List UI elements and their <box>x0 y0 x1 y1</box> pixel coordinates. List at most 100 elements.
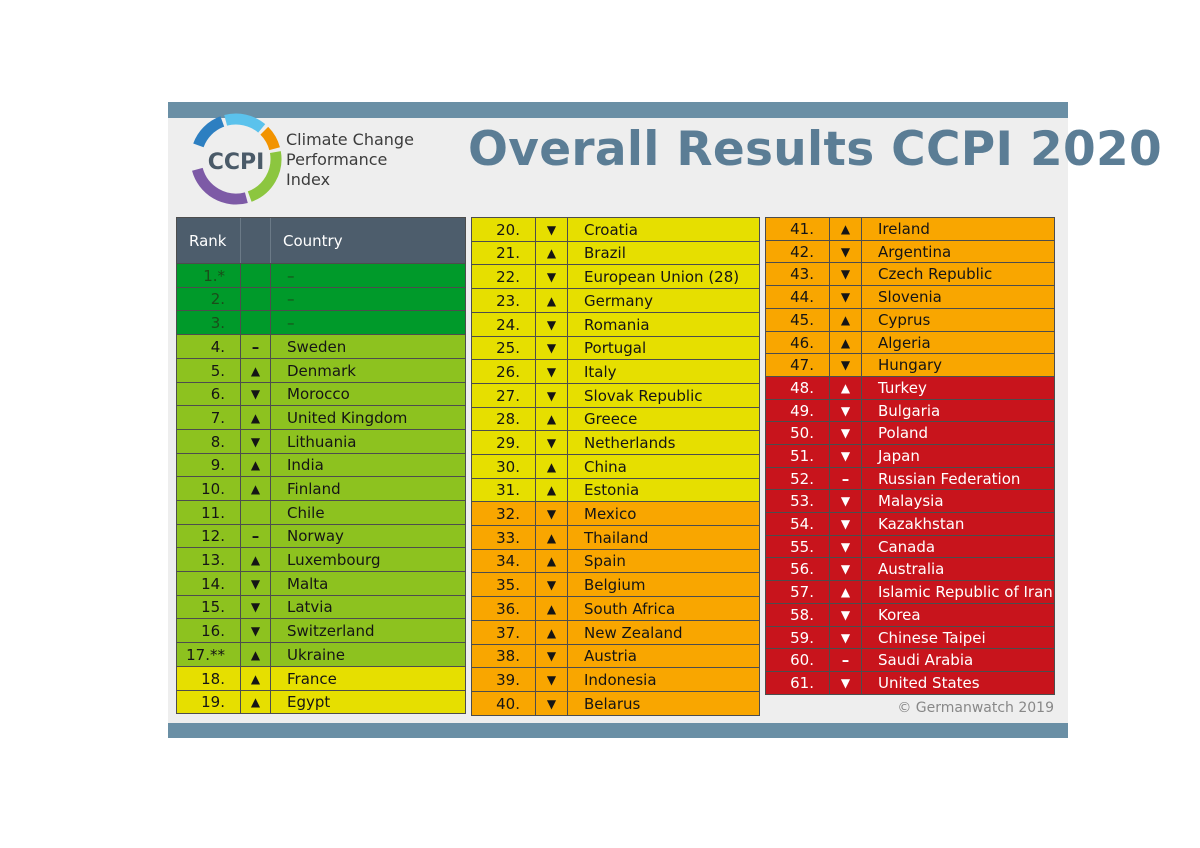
trend-down-icon: ▼ <box>830 672 862 694</box>
top-band <box>168 102 1068 118</box>
trend-up-icon: ▲ <box>830 218 862 240</box>
trend-up-icon: ▲ <box>536 621 568 644</box>
table-row: 39. ▼ Indonesia <box>471 667 760 692</box>
rank-cell: 52. <box>766 468 830 489</box>
rank-cell: 54. <box>766 513 830 535</box>
table-row: 3. – <box>176 310 466 335</box>
rank-cell: 5. <box>177 359 241 382</box>
rank-cell: 51. <box>766 445 830 467</box>
country-cell: Turkey <box>878 379 927 397</box>
table-row: 32. ▼ Mexico <box>471 501 760 526</box>
trend-up-icon: ▲ <box>536 408 568 430</box>
logo-segment-4 <box>247 151 282 202</box>
country-cell: Argentina <box>878 242 952 261</box>
country-cell: Egypt <box>287 693 331 711</box>
country-cell: Germany <box>584 291 653 310</box>
rank-cell: 26. <box>472 360 536 383</box>
trend-down-icon: ▼ <box>830 604 862 626</box>
country-cell: Switzerland <box>287 621 375 640</box>
rank-cell: 36. <box>472 597 536 620</box>
table-row: 14. ▼ Malta <box>176 571 466 596</box>
table-row: 59. ▼ Chinese Taipei <box>765 626 1055 649</box>
rank-cell: 25. <box>472 337 536 359</box>
logo-segment-5 <box>192 167 248 205</box>
rank-cell: 19. <box>177 691 241 713</box>
table-row: 12. – Norway <box>176 524 466 548</box>
rank-cell: 34. <box>472 550 536 572</box>
ccpi-results-card: CCPI Climate Change Performance Index Ov… <box>168 102 1162 738</box>
table-row: 30. ▲ China <box>471 454 760 479</box>
rank-cell: 55. <box>766 536 830 557</box>
rank-cell: 57. <box>766 581 830 603</box>
trend-down-icon: ▼ <box>241 596 271 618</box>
table-row: 24. ▼ Romania <box>471 312 760 337</box>
table-row: 52. – Russian Federation <box>765 467 1055 490</box>
table-row: 47. ▼ Hungary <box>765 353 1055 377</box>
rank-cell: 8. <box>177 430 241 453</box>
rank-cell: 60. <box>766 649 830 671</box>
country-cell: Morocco <box>287 385 350 403</box>
logo-abbr: CCPI <box>208 150 265 175</box>
trend-down-icon: ▼ <box>536 218 568 241</box>
table-row: 17.** ▲ Ukraine <box>176 642 466 667</box>
logo-line-3: Index <box>286 170 331 189</box>
table-row: 8. ▼ Lithuania <box>176 429 466 454</box>
logo-segment-1 <box>193 116 225 148</box>
country-cell: Greece <box>584 410 638 428</box>
rank-cell: 15. <box>177 596 241 618</box>
country-cell: Italy <box>584 362 617 381</box>
table-row: 44. ▼ Slovenia <box>765 285 1055 309</box>
trend-up-icon: ▲ <box>830 309 862 331</box>
table-row: 36. ▲ South Africa <box>471 596 760 621</box>
country-cell: Hungary <box>878 356 943 374</box>
trend-down-icon: ▼ <box>536 645 568 667</box>
rank-cell: 31. <box>472 479 536 501</box>
country-cell: Belgium <box>584 575 646 594</box>
trend-up-icon: ▲ <box>536 526 568 549</box>
table-row: 15. ▼ Latvia <box>176 595 466 619</box>
trend-down-icon: ▼ <box>536 384 568 407</box>
country-cell: Lithuania <box>287 432 357 451</box>
trend-down-icon: ▼ <box>830 490 862 512</box>
page-title: Overall Results CCPI 2020 <box>468 122 1162 177</box>
country-cell: Netherlands <box>584 433 676 452</box>
rank-cell: 1.* <box>177 264 241 287</box>
rank-cell: 7. <box>177 406 241 429</box>
rank-cell: 43. <box>766 263 830 285</box>
rank-cell: 11. <box>177 501 241 524</box>
rank-cell: 48. <box>766 377 830 399</box>
trend-up-icon: ▲ <box>241 667 271 690</box>
rank-cell: 17.** <box>177 643 241 666</box>
trend-down-icon: ▼ <box>830 422 862 444</box>
logo-segment-2 <box>224 113 266 133</box>
table-row: 41. ▲ Ireland <box>765 217 1055 241</box>
country-cell: Poland <box>878 424 929 442</box>
table-row: 28. ▲ Greece <box>471 407 760 431</box>
trend-up-icon: ▲ <box>536 597 568 620</box>
trend-down-icon: ▼ <box>830 627 862 648</box>
rank-cell: 22. <box>472 265 536 288</box>
copyright-note: © Germanwatch 2019 <box>897 700 1054 716</box>
header-rank: Rank <box>177 218 241 263</box>
country-cell: Australia <box>878 560 945 578</box>
country-cell: France <box>287 669 337 688</box>
trend-down-icon: ▼ <box>830 513 862 535</box>
trend-down-icon: ▼ <box>536 265 568 288</box>
trend-up-icon: ▲ <box>241 454 271 476</box>
country-cell: Luxembourg <box>287 550 381 569</box>
trend-none-icon <box>241 264 271 287</box>
country-cell: Romania <box>584 315 650 334</box>
trend-same-icon: – <box>830 649 862 671</box>
country-cell: Korea <box>878 606 921 624</box>
rank-cell: 33. <box>472 526 536 549</box>
ccpi-logo: CCPI <box>192 113 282 205</box>
rank-cell: 38. <box>472 645 536 667</box>
trend-up-icon: ▲ <box>241 406 271 429</box>
rank-cell: 21. <box>472 242 536 264</box>
logo-segment-3 <box>260 126 280 151</box>
rank-cell: 16. <box>177 619 241 642</box>
table-row: 20. ▼ Croatia <box>471 217 760 242</box>
trend-down-icon: ▼ <box>241 430 271 453</box>
table-row: 27. ▼ Slovak Republic <box>471 383 760 408</box>
table-row: 40. ▼ Belarus <box>471 691 760 716</box>
